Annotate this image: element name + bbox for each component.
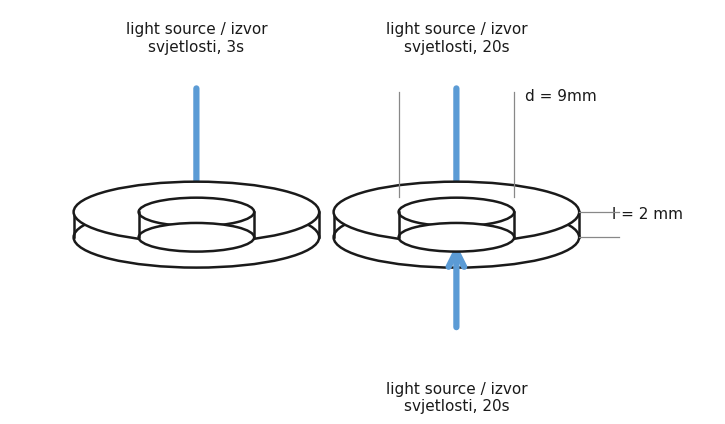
Text: light source / izvor
svjetlosti, 20s: light source / izvor svjetlosti, 20s [386, 382, 527, 414]
Text: light source / izvor
svjetlosti, 20s: light source / izvor svjetlosti, 20s [386, 22, 527, 55]
Text: l = 2 mm: l = 2 mm [612, 206, 683, 222]
Ellipse shape [399, 223, 514, 251]
Ellipse shape [138, 198, 254, 226]
Ellipse shape [74, 181, 319, 243]
Ellipse shape [399, 198, 514, 226]
Ellipse shape [334, 181, 579, 243]
Text: light source / izvor
svjetlosti, 3s: light source / izvor svjetlosti, 3s [125, 22, 268, 55]
Ellipse shape [138, 223, 254, 251]
Text: d = 9mm: d = 9mm [525, 89, 597, 103]
